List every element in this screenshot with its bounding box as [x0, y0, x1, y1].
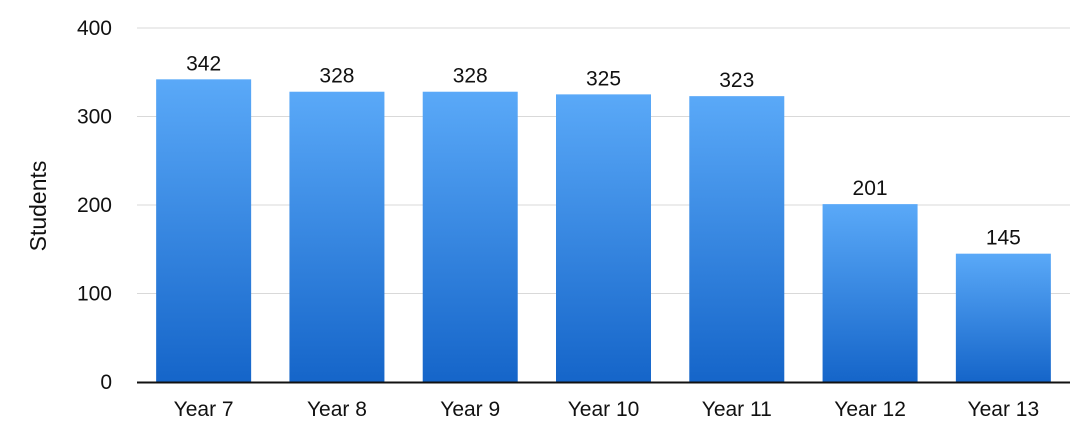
bar [156, 79, 252, 382]
data-label: 328 [453, 65, 488, 88]
bar [289, 91, 385, 382]
data-label: 201 [853, 177, 888, 200]
y-tick-label: 300 [77, 106, 112, 129]
x-tick-label: Year 8 [307, 398, 367, 421]
bars [156, 79, 1051, 383]
x-tick-label: Year 11 [702, 398, 772, 421]
y-axis-title: Students [25, 161, 51, 252]
bar [422, 91, 518, 382]
x-tick-label: Year 13 [968, 398, 1040, 421]
data-label: 328 [319, 65, 354, 88]
data-label: 145 [986, 227, 1021, 250]
x-tick-label: Year 10 [568, 398, 640, 421]
y-tick-label: 400 [77, 17, 112, 40]
data-label: 325 [586, 67, 621, 90]
x-tick-label: Year 12 [834, 398, 906, 421]
data-labels: 342 328 328 325 323 201 145 [186, 52, 1021, 249]
x-tick-label: Year 9 [440, 398, 500, 421]
data-label: 323 [719, 69, 754, 92]
y-tick-label: 0 [100, 371, 112, 394]
bar [689, 96, 785, 383]
x-tick-label: Year 7 [174, 398, 234, 421]
bar [955, 253, 1051, 382]
y-tick-label: 200 [77, 194, 112, 217]
axes: 0 100 200 300 400 Year 7 Year 8 Year 9 Year 10 Ye… [77, 17, 1070, 421]
bar [822, 204, 918, 382]
y-tick-label: 100 [77, 283, 112, 306]
data-label: 342 [186, 52, 221, 75]
bar [556, 94, 651, 382]
